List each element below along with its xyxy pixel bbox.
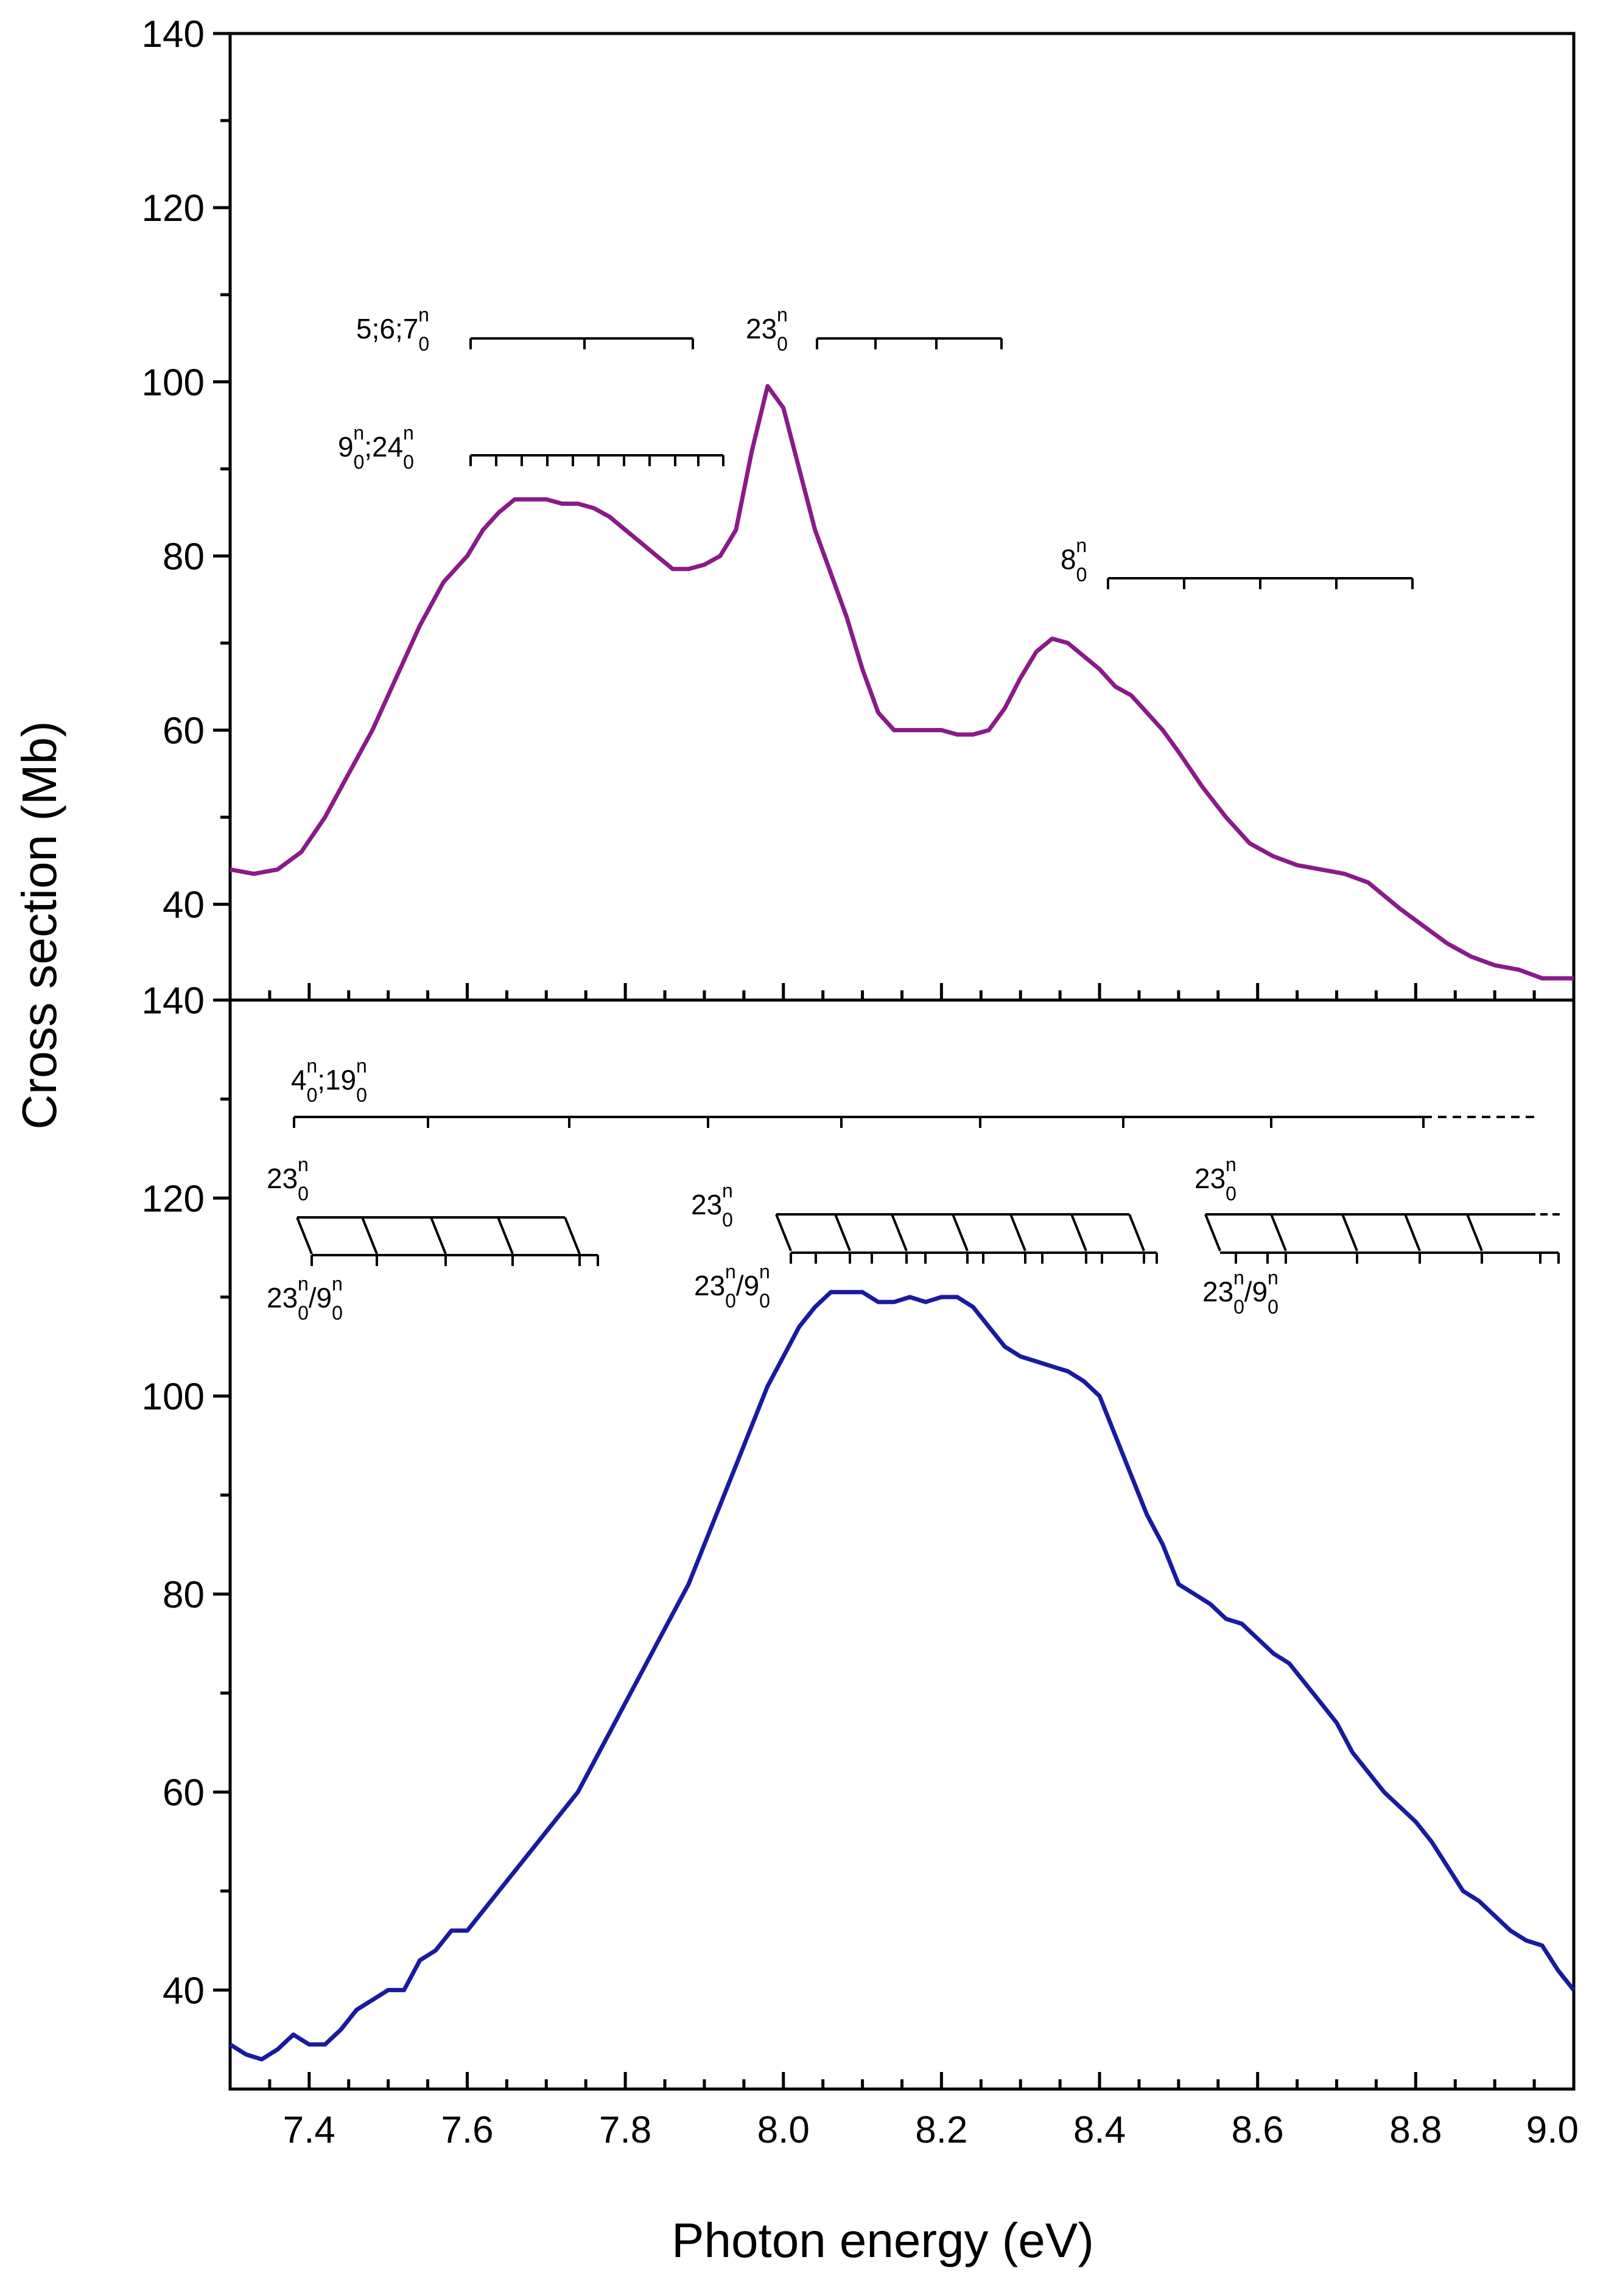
label-8-sub: 0 (1076, 564, 1087, 586)
bottom-y-tick-label-100: 100 (142, 1376, 205, 1418)
label-23-9-right-sub2: 0 (1268, 1296, 1279, 1318)
bottom-y-tick-label-120: 120 (142, 1178, 205, 1220)
label-9-24-sub2: 0 (403, 451, 414, 473)
bottom-series-line (229, 1290, 1576, 2062)
bottom-y-tick-label-140: 140 (142, 980, 205, 1022)
label-23: 230n (746, 304, 788, 355)
axis-ticks (213, 32, 1576, 2089)
bottom-y-tick-label-80: 80 (163, 1574, 205, 1616)
label-23-9-right-sup1: n (1233, 1267, 1244, 1289)
bottom-ladder-middle: 230n 230n/90n (691, 1180, 1158, 1312)
top-progression-9-24: 90n;240n (338, 422, 724, 473)
bottom-progression-4-19: 40n;190n (291, 1055, 1534, 1128)
label-9-24-sup1: n (353, 422, 364, 444)
label-4-19-b2: ;19 (317, 1064, 356, 1096)
label-23-9-right-b2: /9 (1244, 1276, 1268, 1307)
top-y-tick-label-120: 120 (142, 187, 205, 229)
label-23-middle: 230n (691, 1180, 733, 1231)
label-23-9-middle-sub2: 0 (759, 1290, 770, 1312)
top-y-tick-label-80: 80 (163, 536, 205, 578)
top-y-tick-label-100: 100 (142, 362, 205, 404)
x-axis-title: Photon energy (eV) (672, 2213, 1094, 2267)
label-23-9-left-sub1: 0 (298, 1302, 309, 1324)
top-y-tick-label-60: 60 (163, 710, 205, 752)
label-4-19-sup2: n (356, 1055, 367, 1077)
label-23-9-left-b2: /9 (309, 1282, 332, 1314)
bottom-y-tick-label-60: 60 (163, 1772, 205, 1814)
label-9-24: 90n;240n (338, 422, 414, 473)
x-tick-label-7.8: 7.8 (599, 2109, 651, 2151)
top-progression-8: 80n (1061, 534, 1414, 589)
label-23-middle-sup: n (722, 1180, 733, 1202)
x-tick-label-9.0: 9.0 (1526, 2109, 1579, 2151)
bottom-ladder-left: 230n 230n/90n (267, 1153, 599, 1324)
label-23-right: 230n (1194, 1153, 1236, 1205)
x-tick-label-8.0: 8.0 (757, 2109, 810, 2151)
top-y-tick-label-40: 40 (163, 884, 205, 926)
label-23-9-middle-sup1: n (725, 1261, 736, 1283)
label-23-9-middle-sub1: 0 (725, 1290, 736, 1312)
top-series-line (230, 383, 1574, 981)
y-axis-title: Cross section (Mb) (12, 721, 66, 1129)
label-23-9-right: 230n/90n (1202, 1267, 1279, 1318)
tick-labels: 40 60 80 100 120 140 40 60 80 100 120 140 7.4 7.6 7.8 8… (142, 13, 1579, 2151)
label-23-9-middle-sup2: n (759, 1261, 770, 1283)
label-9-24-sub1: 0 (354, 451, 365, 473)
label-23-sub: 0 (777, 333, 788, 355)
label-23-left-sup: n (298, 1153, 309, 1175)
label-8-sup: n (1076, 534, 1087, 556)
label-23-9-middle: 230n/90n (694, 1261, 770, 1312)
label-5-6-7-sub: 0 (418, 333, 429, 355)
x-tick-label-8.4: 8.4 (1073, 2109, 1126, 2151)
data-series (229, 383, 1576, 2062)
label-4-19: 40n;190n (291, 1055, 367, 1106)
label-23-9-left-sup1: n (298, 1273, 309, 1295)
label-23-right-sub: 0 (1226, 1183, 1236, 1205)
label-23-middle-sub: 0 (722, 1209, 733, 1231)
label-23-left-sub: 0 (298, 1183, 309, 1205)
label-23-sup: n (777, 304, 788, 326)
label-23-9-left-sub2: 0 (332, 1302, 343, 1324)
top-progression-23: 230n (746, 304, 1003, 355)
x-tick-label-7.6: 7.6 (441, 2109, 493, 2151)
label-23-9-left-sup2: n (332, 1273, 343, 1295)
label-9-24-sup2: n (403, 422, 414, 444)
label-4-19-sub1: 0 (307, 1084, 318, 1106)
label-23-9-right-sub1: 0 (1233, 1296, 1244, 1318)
bottom-ladder-right: 230n 230n/90n (1194, 1153, 1562, 1318)
bottom-y-tick-label-40: 40 (163, 1970, 205, 2012)
label-23-right-sup: n (1226, 1153, 1236, 1175)
label-4-19-sub2: 0 (356, 1084, 367, 1106)
label-8: 80n (1061, 534, 1087, 586)
x-tick-label-8.6: 8.6 (1232, 2109, 1284, 2151)
label-4-19-sup1: n (306, 1055, 317, 1077)
label-9-24-b2: ;24 (364, 431, 403, 463)
top-progression-5-6-7: 5;6;70n (356, 304, 694, 355)
label-5-6-7-sup: n (418, 304, 429, 326)
label-23-left: 230n (267, 1153, 309, 1205)
label-23-9-left: 230n/90n (267, 1273, 343, 1324)
label-23-9-middle-b2: /9 (736, 1270, 759, 1301)
x-tick-label-8.2: 8.2 (915, 2109, 967, 2151)
x-tick-label-7.4: 7.4 (283, 2109, 335, 2151)
top-y-tick-label-140: 140 (142, 13, 205, 55)
x-tick-label-8.8: 8.8 (1389, 2109, 1442, 2151)
label-5-6-7: 5;6;70n (356, 304, 429, 355)
label-23-9-right-sup2: n (1268, 1267, 1279, 1289)
